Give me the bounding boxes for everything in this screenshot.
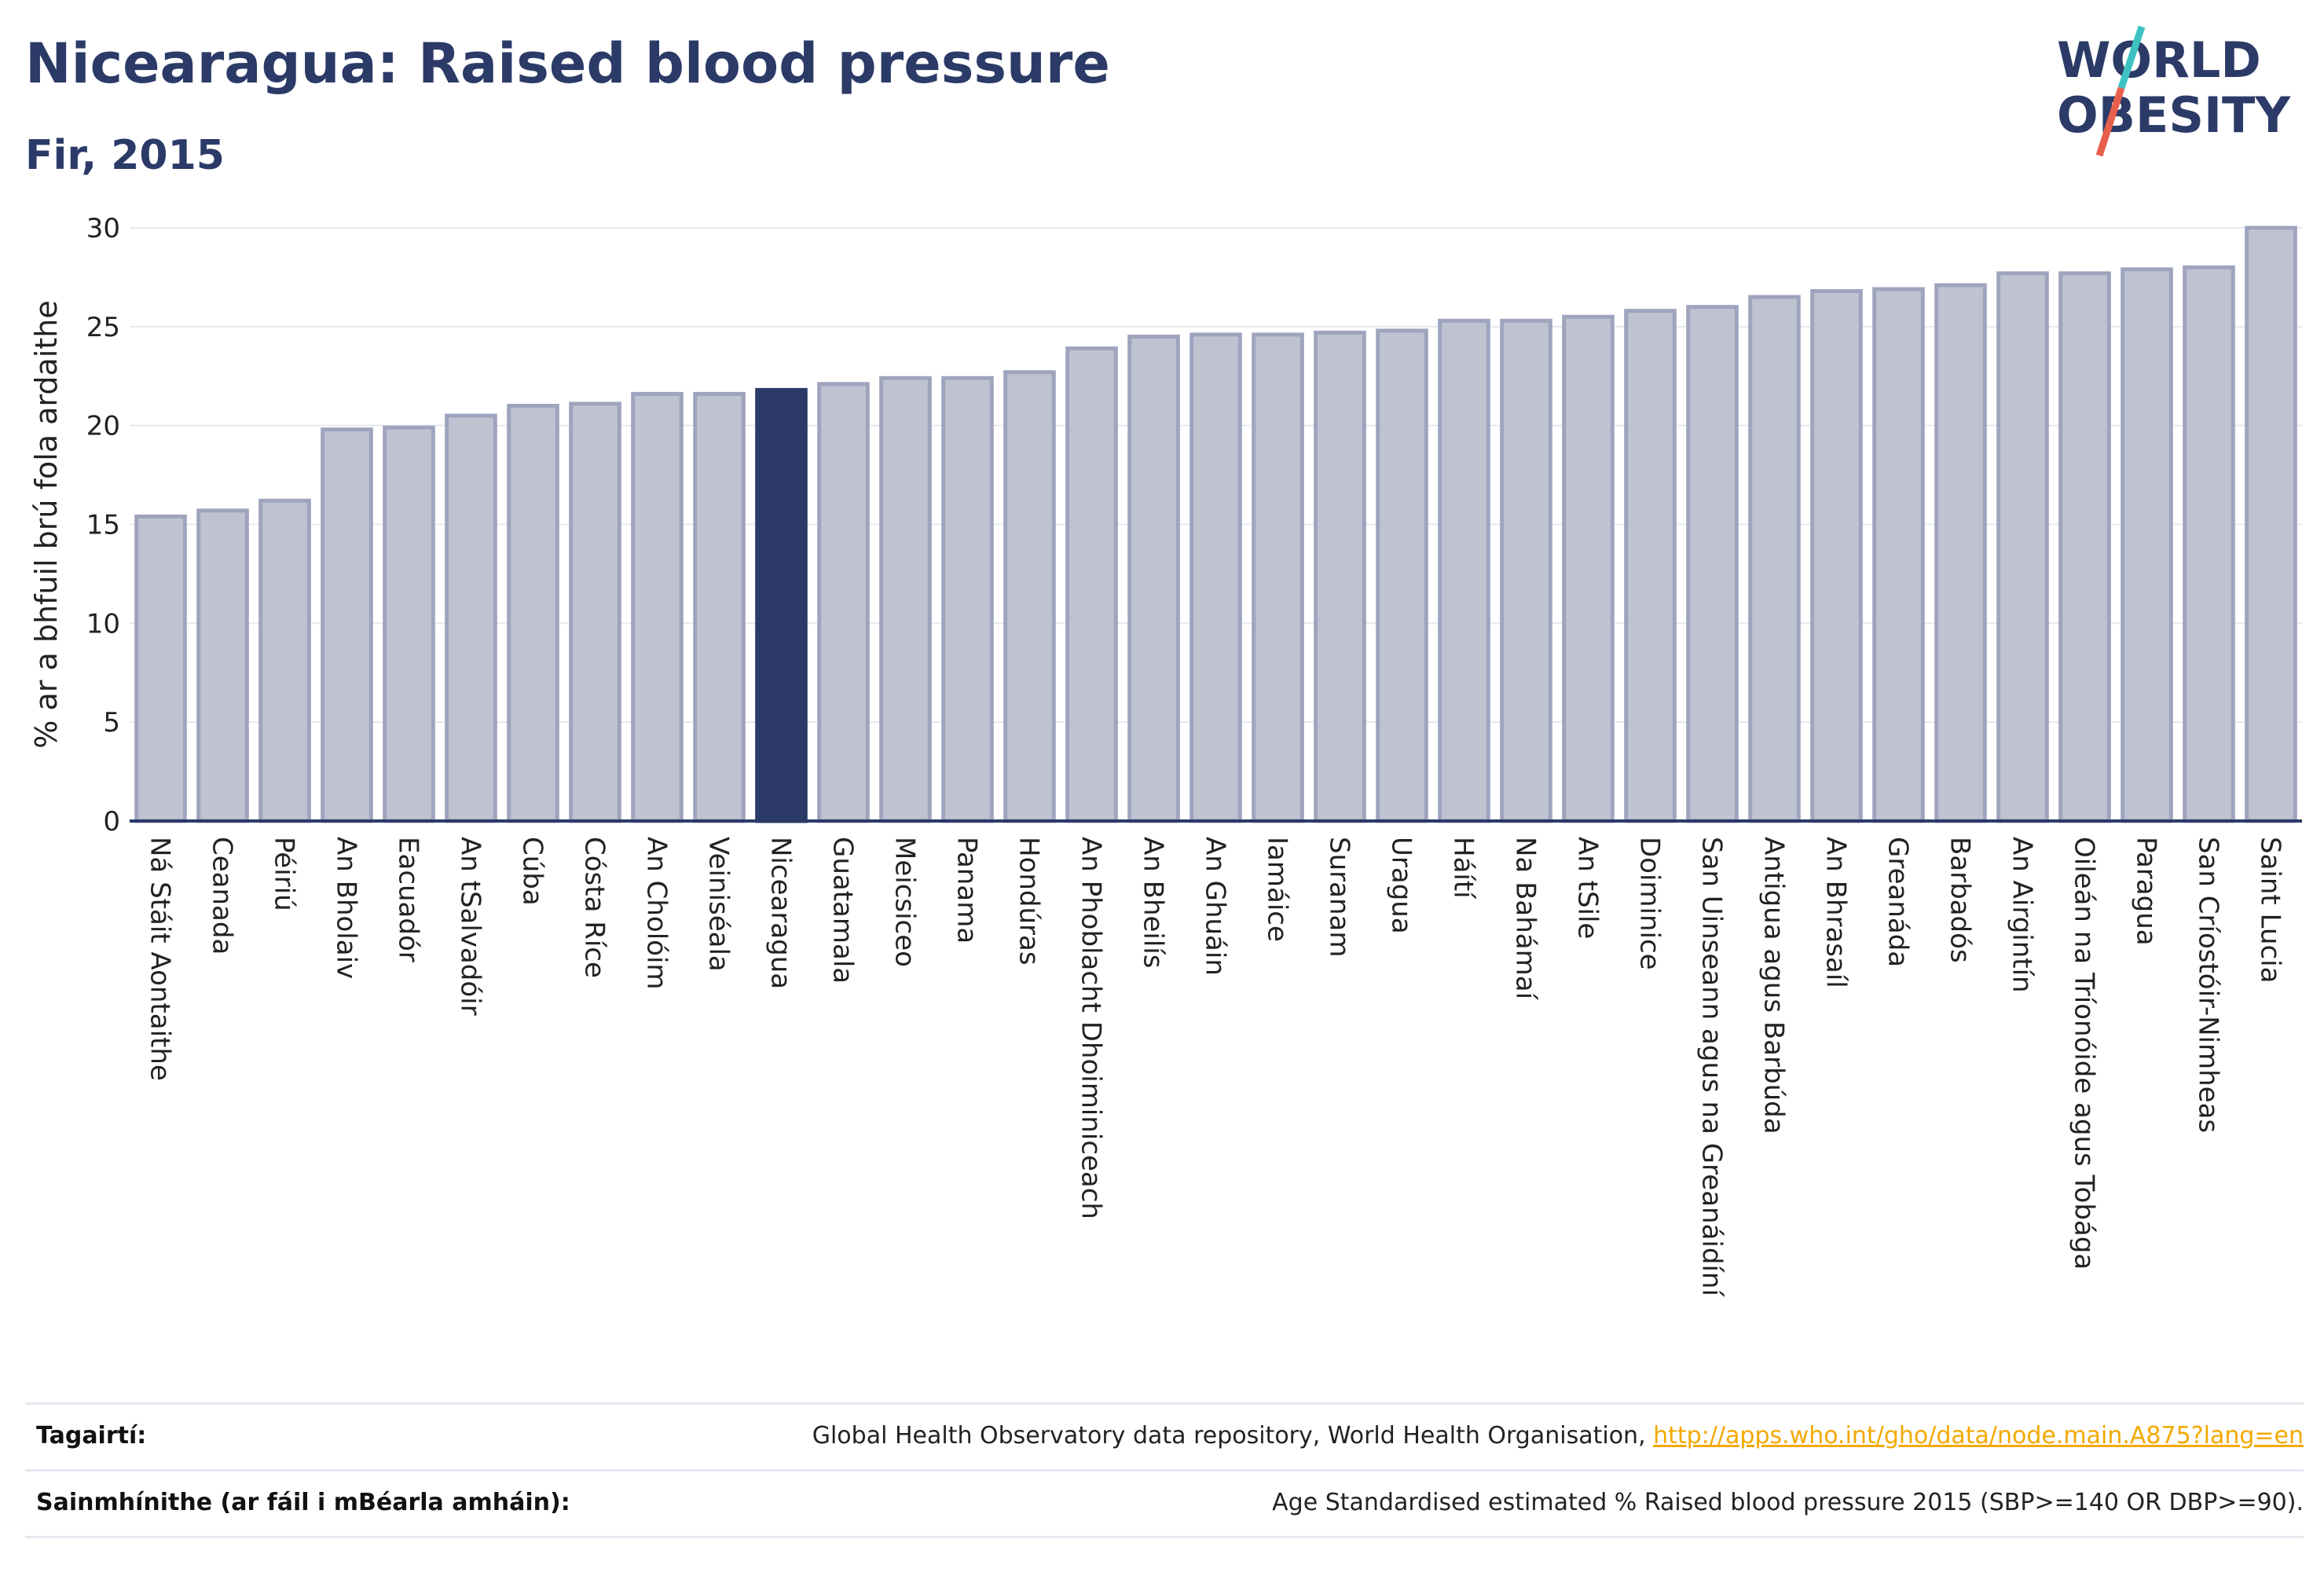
x-tick-label: Meicsiceo [889, 837, 921, 967]
bar-33 [2183, 265, 2235, 823]
y-tick-label: 20 [86, 411, 120, 442]
bar-29 [1934, 283, 1987, 823]
definitions-label: Sainmhínithe (ar fáil i mBéarla amháin): [36, 1489, 570, 1516]
x-tick-label: Hondúras [1014, 837, 1045, 966]
x-tick-label: Cósta Ríce [579, 837, 610, 978]
bar-chart: 0 5 10 15 20 25 30 Ná Stáit Aontaithe Ceanada Pé… [29, 213, 2302, 1297]
bar-17 [1189, 332, 1242, 823]
x-tick-label: Barbadós [1945, 837, 1976, 963]
world-obesity-logo: WORLD OBESITY [2057, 25, 2291, 157]
bar-24 [1624, 309, 1677, 823]
x-tick-label: Nicearagua [765, 837, 797, 989]
bar-14 [1003, 370, 1056, 823]
x-tick-label: An tSile [1572, 837, 1604, 939]
x-tick-label: Oileán na Tríonóide agus Tobága [2069, 837, 2100, 1270]
bar-23 [1562, 314, 1615, 823]
x-tick-label: Iamáice [1262, 837, 1293, 942]
logo-slash-red [2095, 86, 2125, 157]
x-tick-label: An Bhrasaíl [1820, 837, 1852, 988]
x-tick-label: Antigua agus Barbúda [1758, 837, 1790, 1134]
bar-20 [1376, 328, 1428, 823]
bar-27 [1810, 289, 1863, 823]
x-tick-label: An Phoblacht Dhoiminiceach [1076, 837, 1107, 1219]
definitions-row: Sainmhínithe (ar fáil i mBéarla amháin):… [25, 1469, 2304, 1538]
x-tick-label: Eacuadór [393, 837, 424, 962]
bar-4 [383, 425, 435, 823]
references-text: Global Health Observatory data repositor… [812, 1422, 1654, 1450]
bar-22 [1500, 318, 1552, 823]
bar-25 [1686, 305, 1739, 823]
x-tick-label: An Cholóim [641, 837, 673, 990]
logo-line-2: OBESITY [2057, 86, 2291, 144]
bar-2 [258, 498, 311, 823]
y-tick-label: 25 [86, 312, 120, 343]
x-tick-label: Cúba [517, 837, 548, 906]
y-tick-label: 15 [86, 510, 120, 541]
x-tick-label: Háítí [1448, 837, 1479, 900]
y-tick-label: 30 [86, 213, 120, 244]
x-tick-label: Doiminice [1634, 837, 1666, 970]
bar-28 [1872, 287, 1925, 823]
x-tick-label: Suranam [1324, 837, 1355, 957]
bar-11 [817, 382, 870, 823]
bar-8 [631, 391, 684, 823]
bar-26 [1748, 295, 1801, 823]
bar-18 [1252, 332, 1304, 823]
x-tick-label: Uragua [1386, 837, 1417, 934]
x-tick-label: Na Bahámaí [1510, 837, 1541, 1001]
x-tick-label: An Ghuáin [1200, 837, 1231, 976]
x-tick-label: San Uinseann agus na Greanáidíní [1696, 837, 1728, 1297]
footer: Tagairtí: Global Health Observatory data… [25, 1402, 2304, 1538]
y-tick-label: 0 [103, 806, 120, 837]
x-tick-label: Ná Stáit Aontaithe [145, 837, 176, 1081]
definitions-value: Age Standardised estimated % Raised bloo… [1272, 1489, 2304, 1516]
x-tick-label: An Bholaiv [331, 837, 362, 979]
references-label: Tagairtí: [36, 1422, 147, 1450]
y-tick-labels: 0 5 10 15 20 25 30 [86, 213, 120, 837]
y-tick-label: 5 [103, 707, 120, 739]
y-tick-label: 10 [86, 608, 120, 640]
bar-3 [321, 427, 373, 823]
y-axis-label: % ar a bhfuil brú fola ardaithe [29, 300, 64, 748]
x-tick-label: An Airgintín [2007, 837, 2038, 993]
bar-10 [755, 387, 808, 823]
bar-30 [1996, 271, 2049, 823]
chart-title: Nicearagua: Raised blood pressure [25, 31, 1110, 96]
bar-19 [1314, 330, 1366, 823]
bar-5 [445, 413, 497, 823]
bar-34 [2245, 225, 2297, 823]
references-row: Tagairtí: Global Health Observatory data… [25, 1402, 2304, 1469]
bar-15 [1065, 346, 1118, 823]
chart-subtitle: Fir, 2015 [25, 132, 225, 179]
logo-slash-teal [2117, 25, 2146, 90]
x-tick-labels: Ná Stáit Aontaithe Ceanada Péiriú An Bholai… [145, 837, 2286, 1297]
bar-31 [2058, 271, 2111, 823]
references-value: Global Health Observatory data repositor… [812, 1422, 2304, 1450]
x-tick-label: Panama [951, 837, 983, 944]
bar-9 [693, 391, 746, 823]
bar-16 [1127, 334, 1180, 823]
x-tick-label: Greanáda [1882, 837, 1914, 967]
x-tick-label: Guatamala [827, 837, 859, 984]
bars [134, 225, 2297, 823]
logo-line-1: WORLD [2057, 31, 2261, 89]
bar-6 [507, 404, 559, 823]
x-tick-label: Veiniséala [703, 837, 735, 972]
bar-21 [1438, 318, 1490, 823]
bar-12 [879, 376, 932, 823]
x-tick-label: An Bheilís [1138, 837, 1169, 968]
x-tick-label: Paragua [2131, 837, 2162, 946]
x-tick-label: An tSalvadóir [455, 837, 486, 1016]
bar-1 [196, 508, 249, 823]
bar-13 [941, 376, 994, 823]
references-link[interactable]: http://apps.who.int/gho/data/node.main.A… [1653, 1422, 2304, 1450]
x-tick-label: Ceanada [207, 837, 238, 955]
bar-32 [2121, 267, 2173, 823]
bar-0 [134, 514, 187, 823]
x-tick-label: Péiriú [269, 837, 300, 911]
x-tick-label: Saint Lucia [2255, 837, 2286, 983]
bar-7 [569, 401, 621, 823]
x-tick-label: San Críostóir-Nimheas [2193, 837, 2224, 1133]
